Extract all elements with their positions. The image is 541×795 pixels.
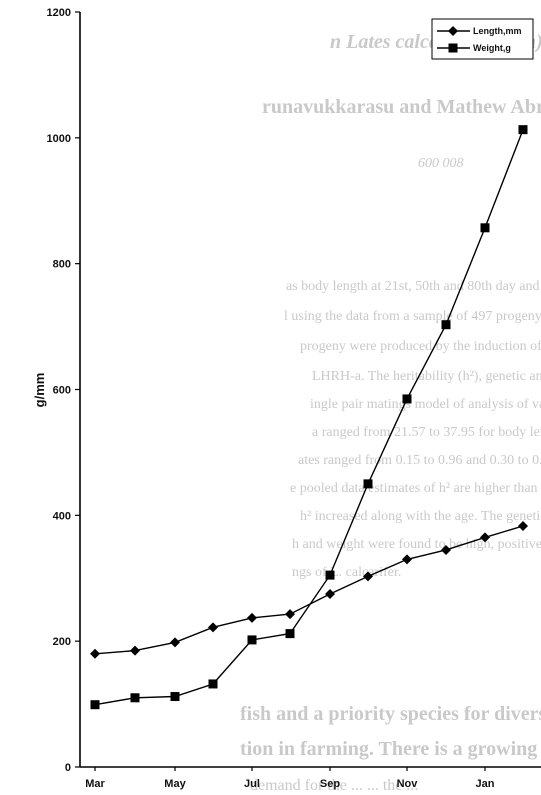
data-point xyxy=(402,394,412,404)
y-tick-label: 400 xyxy=(53,510,71,522)
legend-marker xyxy=(448,26,458,36)
x-tick-label: Sep xyxy=(320,778,340,790)
y-tick-label: 800 xyxy=(53,259,71,271)
background-text-line: h and weight were found to be high, posi… xyxy=(292,537,541,552)
y-tick-label: 1000 xyxy=(47,133,71,145)
x-tick-label: Jul xyxy=(244,778,260,790)
legend: Length,mm Weight,g xyxy=(431,18,534,60)
series-layer xyxy=(90,125,528,710)
axes: 0 200 400 600 800 1000 1200 Mar May Jul Sep Nov Jan g… xyxy=(32,7,541,790)
data-point xyxy=(402,554,412,565)
data-point xyxy=(480,532,490,543)
data-point xyxy=(441,320,451,330)
background-text-line: LHRH-a. The heritability (h²), genetic a… xyxy=(312,369,541,384)
data-point xyxy=(130,693,140,703)
data-point xyxy=(325,570,335,580)
series-weight-g xyxy=(90,125,528,710)
data-point xyxy=(441,544,451,555)
data-point xyxy=(247,635,257,645)
background-text-line: tion in farming. There is a growing de xyxy=(240,738,541,760)
background-text-line: l using the data from a sample of 497 pr… xyxy=(284,309,541,324)
y-tick-label: 600 xyxy=(53,385,71,397)
data-point xyxy=(170,637,180,648)
data-point xyxy=(90,700,100,710)
data-point xyxy=(130,645,140,656)
y-axis-label: g/mm xyxy=(32,373,47,408)
legend-label: Length,mm xyxy=(473,26,522,36)
x-tick-label: Mar xyxy=(85,778,105,790)
background-text-line: 600 008 xyxy=(418,156,464,171)
data-point xyxy=(363,571,373,582)
data-point xyxy=(90,648,100,659)
background-text-line: h² increased along with the age. The gen… xyxy=(300,509,541,524)
y-tick-label: 200 xyxy=(53,636,71,648)
data-point xyxy=(363,479,373,489)
x-tick-label: May xyxy=(164,778,186,790)
background-text-line: ingle pair matings model of analysis of … xyxy=(310,397,541,412)
y-tick-label: 0 xyxy=(65,762,71,774)
legend-label: Weight,g xyxy=(473,43,511,53)
data-point xyxy=(518,521,528,532)
background-text-line: as body length at 21st, 50th and 80th da… xyxy=(286,279,540,294)
data-point xyxy=(518,125,528,135)
background-text-line: runavukkarasu and Mathew Abraham xyxy=(262,96,541,118)
background-text-line: ates ranged from 0.15 to 0.96 and 0.30 t… xyxy=(298,453,541,468)
background-text-line: ngs of L. calcarifer. xyxy=(292,565,401,580)
series-line xyxy=(94,129,524,706)
data-point xyxy=(480,223,490,233)
data-point xyxy=(285,609,295,620)
legend-box xyxy=(431,18,534,60)
background-text-line: a ranged from 21.57 to 37.95 for body le… xyxy=(312,425,541,440)
data-point xyxy=(285,629,295,639)
background-text-line: progeny were produced by the induction o… xyxy=(300,339,541,354)
data-point xyxy=(247,612,257,623)
data-point xyxy=(208,679,218,689)
data-point xyxy=(170,692,180,702)
background-text-line: demand for the ... ... the ... xyxy=(250,777,418,794)
data-point xyxy=(208,622,218,633)
y-tick-label: 1200 xyxy=(47,7,71,19)
background-text-line: fish and a priority species for diversif… xyxy=(240,703,541,725)
x-tick-label: Jan xyxy=(476,778,495,790)
legend-marker xyxy=(448,43,458,53)
background-text-line: e pooled data estimates of h² are higher… xyxy=(290,481,538,496)
background-document-text: n Lates calcarifer (Bloch)runavukkarasu … xyxy=(240,31,541,794)
data-point xyxy=(325,588,335,599)
x-tick-label: Nov xyxy=(397,778,419,790)
